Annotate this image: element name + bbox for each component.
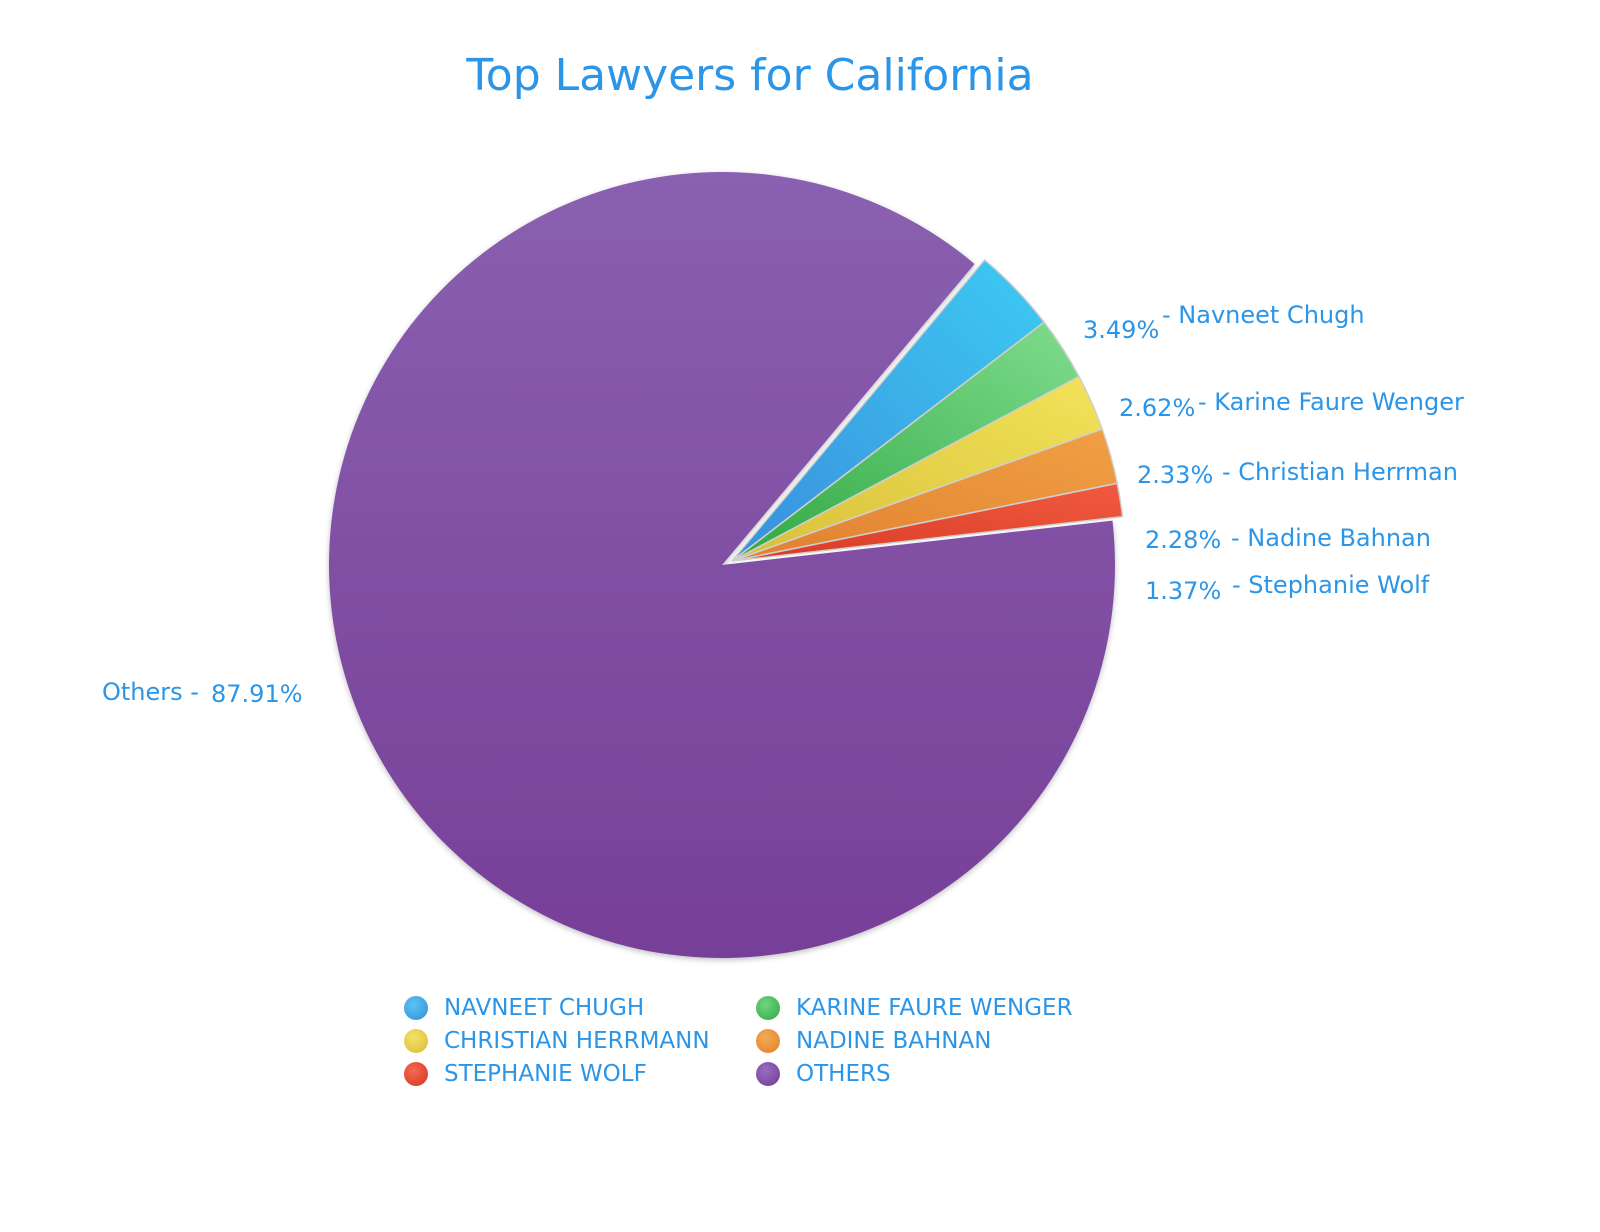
legend-item-stephanie-wolf: STEPHANIE WOLF [404,1060,756,1087]
legend-item-others: OTHERS [756,1060,1116,1087]
pie-slices [328,171,1124,958]
legend-swatch [404,995,428,1020]
legend-swatch [756,1028,780,1053]
data-label-name-navneet-chugh: - Navneet Chugh [1162,301,1365,329]
data-label-name-others: Others - [102,678,199,706]
legend-item-nadine-bahnan: NADINE BAHNAN [756,1027,1116,1054]
data-label-pct-navneet-chugh: 3.49% [1083,316,1159,344]
legend-label: STEPHANIE WOLF [444,1060,647,1087]
pie-slice-navneet-chugh [731,258,1046,562]
data-label-name-stephanie-wolf: - Stephanie Wolf [1232,571,1430,599]
data-label-name-nadine-bahnan: - Nadine Bahnan [1231,524,1431,552]
legend-item-navneet-chugh: NAVNEET CHUGH [404,994,756,1021]
data-label-pct-nadine-bahnan: 2.28% [1145,526,1221,554]
data-label-pct-christian-herrman: 2.33% [1137,461,1213,489]
legend: NAVNEET CHUGH KARINE FAURE WENGER CHRIST… [404,994,1116,1087]
pie-slice-others [328,171,1115,958]
data-label-pct-karine-faure-wenger: 2.62% [1119,394,1195,422]
chart-title: Top Lawyers for California [466,50,1034,101]
legend-swatch [756,1061,780,1086]
data-label-name-karine-faure-wenger: - Karine Faure Wenger [1198,388,1464,416]
legend-item-christian-herrmann: CHRISTIAN HERRMANN [404,1027,756,1054]
legend-label: KARINE FAURE WENGER [796,994,1073,1021]
legend-swatch [404,1061,428,1086]
legend-swatch [756,995,780,1020]
legend-label: CHRISTIAN HERRMANN [444,1027,710,1054]
legend-swatch [404,1028,428,1053]
legend-label: NAVNEET CHUGH [444,994,645,1021]
data-label-pct-others: 87.91% [211,680,303,708]
legend-label: NADINE BAHNAN [796,1027,992,1054]
legend-item-karine-faure-wenger: KARINE FAURE WENGER [756,994,1116,1021]
data-label-name-christian-herrman: - Christian Herrman [1222,458,1458,486]
slice-labels: 3.49%- Navneet Chugh 2.62% - Karine Faure … [102,301,1464,708]
data-label-pct-stephanie-wolf: 1.37% [1145,577,1221,605]
legend-label: OTHERS [796,1060,891,1087]
